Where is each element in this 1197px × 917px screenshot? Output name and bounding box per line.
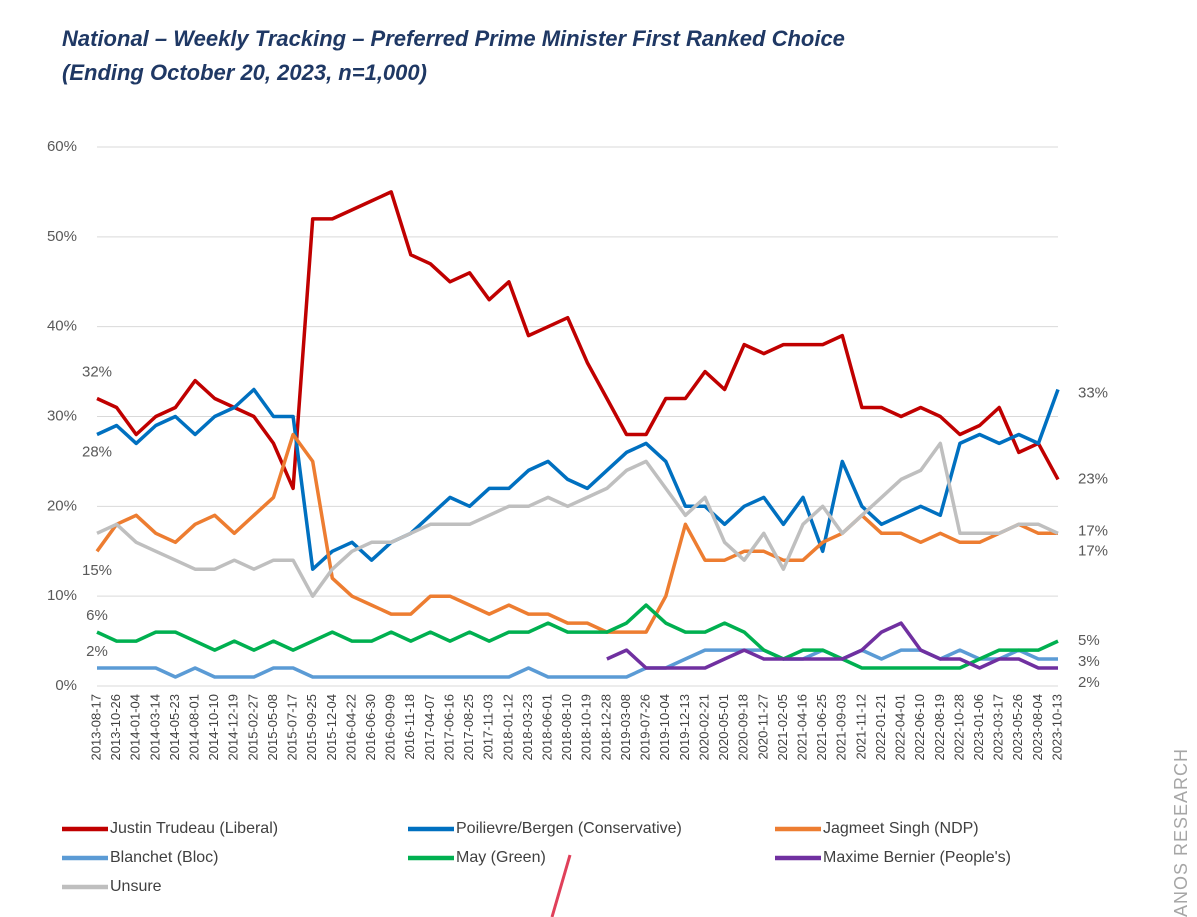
data-label: 17% (1078, 522, 1108, 539)
data-label: 3% (1078, 653, 1100, 670)
x-tick-label: 2018-01-12 (500, 694, 515, 761)
x-tick-label: 2017-06-16 (441, 694, 456, 761)
y-tick-label: 40% (47, 318, 77, 335)
data-label: 2% (86, 643, 108, 660)
x-tick-label: 2022-01-21 (873, 694, 888, 761)
x-tick-label: 2022-08-19 (932, 694, 947, 761)
data-label: 17% (1078, 542, 1108, 559)
x-tick-label: 2018-12-28 (598, 694, 613, 761)
watermark: ANOS RESEARCH (1171, 748, 1191, 917)
x-tick-label: 2019-10-04 (657, 694, 672, 761)
x-tick-label: 2017-11-03 (481, 694, 496, 760)
data-label: 2% (1078, 674, 1100, 691)
x-tick-label: 2021-04-16 (794, 694, 809, 761)
x-tick-label: 2013-08-17 (88, 694, 103, 761)
x-tick-label: 2014-10-10 (206, 694, 221, 761)
x-tick-label: 2015-05-08 (265, 694, 280, 761)
y-tick-label: 10% (47, 587, 77, 604)
x-tick-label: 2015-07-17 (285, 694, 300, 761)
legend-label: Blanchet (Bloc) (110, 849, 219, 866)
pen-stroke (550, 854, 572, 917)
x-tick-label: 2022-10-28 (951, 694, 966, 761)
x-tick-label: 2023-05-26 (1010, 694, 1025, 761)
x-tick-label: 2019-03-08 (618, 694, 633, 761)
x-tick-label: 2014-03-14 (147, 694, 162, 761)
series-line (96, 603, 1059, 670)
x-tick-label: 2021-09-03 (834, 694, 849, 761)
y-tick-label: 20% (47, 497, 77, 514)
x-tick-label: 2014-01-04 (128, 694, 143, 761)
series-line (97, 648, 1058, 679)
x-tick-label: 2019-12-13 (677, 694, 692, 761)
x-tick-label: 2022-04-01 (893, 694, 908, 761)
x-tick-label: 2021-02-05 (775, 694, 790, 761)
x-tick-label: 2018-08-10 (559, 694, 574, 761)
x-tick-label: 2014-08-01 (186, 694, 201, 761)
chart-subtitle: (Ending October 20, 2023, n=1,000) (62, 60, 427, 85)
x-tick-label: 2016-04-22 (343, 694, 358, 761)
y-tick-label: 50% (47, 228, 77, 245)
x-tick-label: 2023-03-17 (991, 694, 1006, 761)
data-label: 28% (82, 443, 112, 460)
x-tick-label: 2018-10-19 (579, 694, 594, 761)
series-line (96, 387, 1060, 571)
x-tick-label: 2023-08-04 (1030, 694, 1045, 761)
y-tick-label: 60% (47, 138, 77, 155)
x-tick-label: 2017-08-25 (461, 694, 476, 761)
data-label: 33% (1078, 385, 1108, 402)
legend-label: Unsure (110, 878, 162, 895)
x-tick-label: 2020-11-27 (755, 694, 770, 760)
data-label: 15% (82, 562, 112, 579)
x-tick-label: 2020-05-01 (716, 694, 731, 761)
data-label: 6% (86, 607, 108, 624)
x-tick-label: 2015-09-25 (304, 694, 319, 761)
legend-label: Justin Trudeau (Liberal) (110, 820, 278, 837)
legend-label: Jagmeet Singh (NDP) (823, 820, 979, 837)
x-tick-label: 2016-09-09 (383, 694, 398, 761)
x-tick-label: 2018-03-23 (520, 694, 535, 761)
x-tick-label: 2020-09-18 (736, 694, 751, 761)
data-label: 23% (1078, 470, 1108, 487)
series-line (606, 621, 1058, 670)
x-tick-label: 2023-10-13 (1049, 694, 1064, 761)
x-tick-label: 2015-02-27 (245, 694, 260, 761)
x-tick-label: 2021-11-12 (853, 694, 868, 760)
x-tick-label: 2023-01-06 (971, 694, 986, 761)
series-line (95, 432, 1058, 634)
legend-label: Poilievre/Bergen (Conservative) (456, 820, 682, 837)
y-tick-label: 30% (47, 407, 77, 424)
data-label: 32% (82, 364, 112, 381)
data-label: 5% (1078, 632, 1100, 649)
legend-label: May (Green) (456, 849, 546, 866)
x-tick-label: 2022-06-10 (912, 694, 927, 761)
series-line (96, 190, 1060, 491)
x-tick-label: 2014-05-23 (167, 694, 182, 761)
x-tick-label: 2013-10-26 (108, 694, 123, 761)
x-tick-label: 2014-12-19 (226, 694, 241, 761)
x-tick-label: 2016-06-30 (363, 694, 378, 761)
legend-label: Maxime Bernier (People's) (823, 849, 1011, 866)
y-tick-label: 0% (55, 677, 77, 694)
x-tick-label: 2017-04-07 (422, 694, 437, 761)
x-tick-label: 2018-06-01 (540, 694, 555, 761)
series-line (96, 441, 1059, 598)
x-tick-label: 2020-02-21 (696, 694, 711, 761)
chart-title: National – Weekly Tracking – Preferred P… (62, 26, 845, 51)
x-tick-label: 2019-07-26 (638, 694, 653, 761)
x-tick-label: 2016-11-18 (402, 694, 417, 760)
x-tick-label: 2021-06-25 (814, 694, 829, 761)
x-tick-label: 2015-12-04 (324, 694, 339, 761)
